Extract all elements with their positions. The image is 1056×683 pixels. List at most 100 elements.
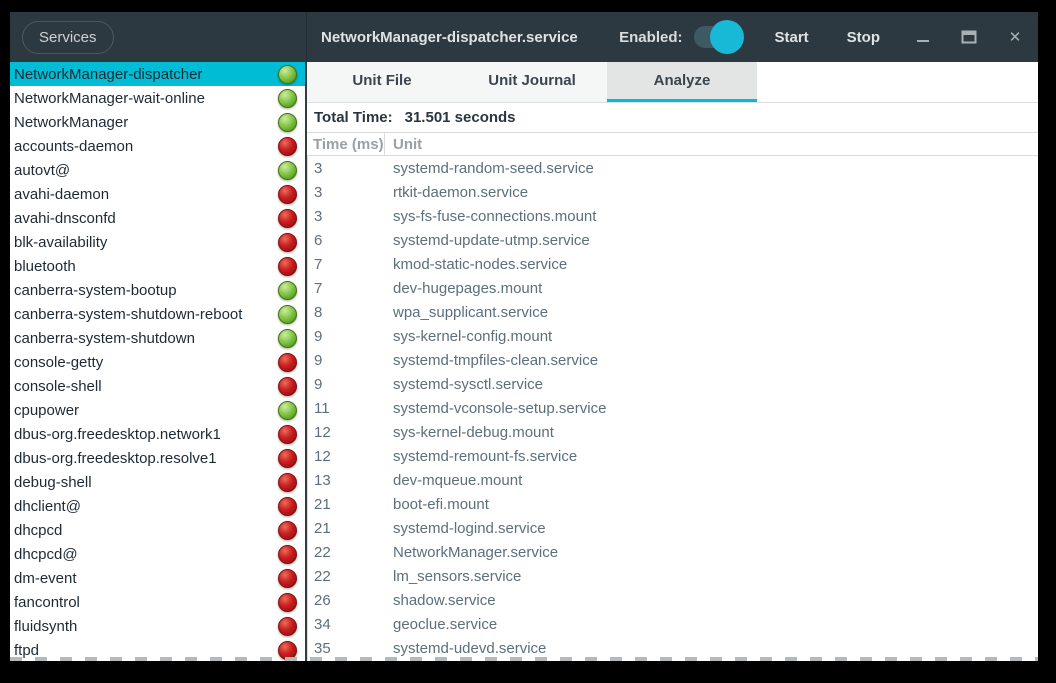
service-list-item[interactable]: NetworkManager <box>10 110 305 134</box>
service-list-item[interactable]: console-getty <box>10 350 305 374</box>
status-led-icon <box>278 160 297 180</box>
maximize-icon <box>961 30 977 44</box>
table-row[interactable]: 26 shadow.service <box>308 588 1038 612</box>
service-name: fancontrol <box>14 593 80 611</box>
total-time-value: 31.501 seconds <box>404 109 516 126</box>
status-led-icon <box>278 376 297 396</box>
column-header-time[interactable]: Time (ms) <box>313 135 384 153</box>
service-list-item[interactable]: canberra-system-shutdown-reboot <box>10 302 305 326</box>
row-unit: systemd-update-utmp.service <box>393 231 590 249</box>
status-led-icon <box>278 256 297 276</box>
table-row[interactable]: 21 boot-efi.mount <box>308 492 1038 516</box>
table-row[interactable]: 9 systemd-sysctl.service <box>308 372 1038 396</box>
status-led-icon <box>278 112 297 132</box>
row-unit: lm_sensors.service <box>393 567 522 585</box>
service-list-item[interactable]: dbus-org.freedesktop.network1 <box>10 422 305 446</box>
table-row[interactable]: 6 systemd-update-utmp.service <box>308 228 1038 252</box>
table-row[interactable]: 12 systemd-remount-fs.service <box>308 444 1038 468</box>
service-list-item[interactable]: autovt@ <box>10 158 305 182</box>
service-list-item[interactable]: NetworkManager-dispatcher <box>10 62 305 86</box>
row-time: 11 <box>314 399 330 417</box>
service-list-item[interactable]: avahi-dnsconfd <box>10 206 305 230</box>
service-list-item[interactable]: fancontrol <box>10 590 305 614</box>
start-button[interactable]: Start <box>774 28 809 46</box>
services-sidebar: NetworkManager-dispatcher NetworkManager… <box>10 62 307 661</box>
table-row[interactable]: 35 systemd-udevd.service <box>308 636 1038 660</box>
service-list-item[interactable]: dm-event <box>10 566 305 590</box>
service-name: fluidsynth <box>14 617 78 635</box>
status-led-icon <box>278 136 297 156</box>
toggle-knob-icon <box>710 20 745 54</box>
row-unit: sys-kernel-debug.mount <box>393 423 554 441</box>
table-row[interactable]: 13 dev-mqueue.mount <box>308 468 1038 492</box>
service-list-item[interactable]: NetworkManager-wait-online <box>10 86 305 110</box>
window-title: NetworkManager-dispatcher.service <box>321 28 578 46</box>
service-name: NetworkManager <box>14 113 129 131</box>
service-list-item[interactable]: cpupower <box>10 398 305 422</box>
tab-unit-file[interactable]: Unit File <box>307 62 457 102</box>
services-button[interactable]: Services <box>22 20 114 54</box>
minimize-button[interactable] <box>914 28 932 46</box>
service-list-item[interactable]: avahi-daemon <box>10 182 305 206</box>
row-time: 12 <box>314 447 331 465</box>
service-list-item[interactable]: canberra-system-shutdown <box>10 326 305 350</box>
row-unit: wpa_supplicant.service <box>393 303 549 321</box>
minimize-icon <box>917 40 929 42</box>
table-row[interactable]: 34 geoclue.service <box>308 612 1038 636</box>
service-list-item[interactable]: fluidsynth <box>10 614 305 638</box>
service-name: dhcpcd <box>14 521 63 539</box>
table-row[interactable]: 12 sys-kernel-debug.mount <box>308 420 1038 444</box>
row-time: 3 <box>314 183 323 201</box>
service-list-item[interactable]: dhclient@ <box>10 494 305 518</box>
table-row[interactable]: 21 systemd-logind.service <box>308 516 1038 540</box>
service-list-item[interactable]: dhcpcd <box>10 518 305 542</box>
table-row[interactable]: 8 wpa_supplicant.service <box>308 300 1038 324</box>
close-button[interactable]: ✕ <box>1006 28 1024 46</box>
status-led-icon <box>278 424 297 444</box>
status-led-icon <box>278 496 297 516</box>
service-name: autovt@ <box>14 161 71 179</box>
enabled-label: Enabled: <box>619 28 683 46</box>
row-time: 7 <box>314 255 323 273</box>
stop-button[interactable]: Stop <box>846 28 880 46</box>
table-row[interactable]: 3 sys-fs-fuse-connections.mount <box>308 204 1038 228</box>
service-list: NetworkManager-dispatcher NetworkManager… <box>10 62 305 661</box>
tab-unit-journal[interactable]: Unit Journal <box>457 62 607 102</box>
service-list-item[interactable]: dbus-org.freedesktop.resolve1 <box>10 446 305 470</box>
row-time: 35 <box>314 639 331 657</box>
service-list-item[interactable]: canberra-system-bootup <box>10 278 305 302</box>
table-row[interactable]: 9 sys-kernel-config.mount <box>308 324 1038 348</box>
row-unit: systemd-remount-fs.service <box>393 447 578 465</box>
titlebar-left: Services <box>10 12 307 62</box>
window-bottom-dashed-edge[interactable] <box>10 657 1038 661</box>
table-row[interactable]: 22 NetworkManager.service <box>308 540 1038 564</box>
table-row[interactable]: 3 rtkit-daemon.service <box>308 180 1038 204</box>
service-list-item[interactable]: blk-availability <box>10 230 305 254</box>
table-row[interactable]: 9 systemd-tmpfiles-clean.service <box>308 348 1038 372</box>
column-header-unit[interactable]: Unit <box>384 133 1038 155</box>
table-row[interactable]: 7 kmod-static-nodes.service <box>308 252 1038 276</box>
row-time: 9 <box>314 351 323 369</box>
service-name: console-shell <box>14 377 102 395</box>
service-list-item[interactable]: dhcpcd@ <box>10 542 305 566</box>
table-row[interactable]: 11 systemd-vconsole-setup.service <box>308 396 1038 420</box>
maximize-button[interactable] <box>960 28 978 46</box>
table-row[interactable]: 3 systemd-random-seed.service <box>308 156 1038 180</box>
service-list-item[interactable]: debug-shell <box>10 470 305 494</box>
tab-analyze[interactable]: Analyze <box>607 62 757 102</box>
service-name: debug-shell <box>14 473 92 491</box>
service-list-item[interactable]: accounts-daemon <box>10 134 305 158</box>
row-unit: systemd-sysctl.service <box>393 375 544 393</box>
service-list-item[interactable]: console-shell <box>10 374 305 398</box>
row-unit: systemd-vconsole-setup.service <box>393 399 607 417</box>
table-row[interactable]: 7 dev-hugepages.mount <box>308 276 1038 300</box>
enabled-toggle[interactable] <box>694 20 745 54</box>
row-time: 22 <box>314 543 331 561</box>
service-name: bluetooth <box>14 257 76 275</box>
table-row[interactable]: 22 lm_sensors.service <box>308 564 1038 588</box>
total-time-label: Total Time: <box>314 109 393 126</box>
service-list-item[interactable]: bluetooth <box>10 254 305 278</box>
status-led-icon <box>278 544 297 564</box>
row-time: 6 <box>314 231 323 249</box>
row-unit: dev-hugepages.mount <box>393 279 543 297</box>
